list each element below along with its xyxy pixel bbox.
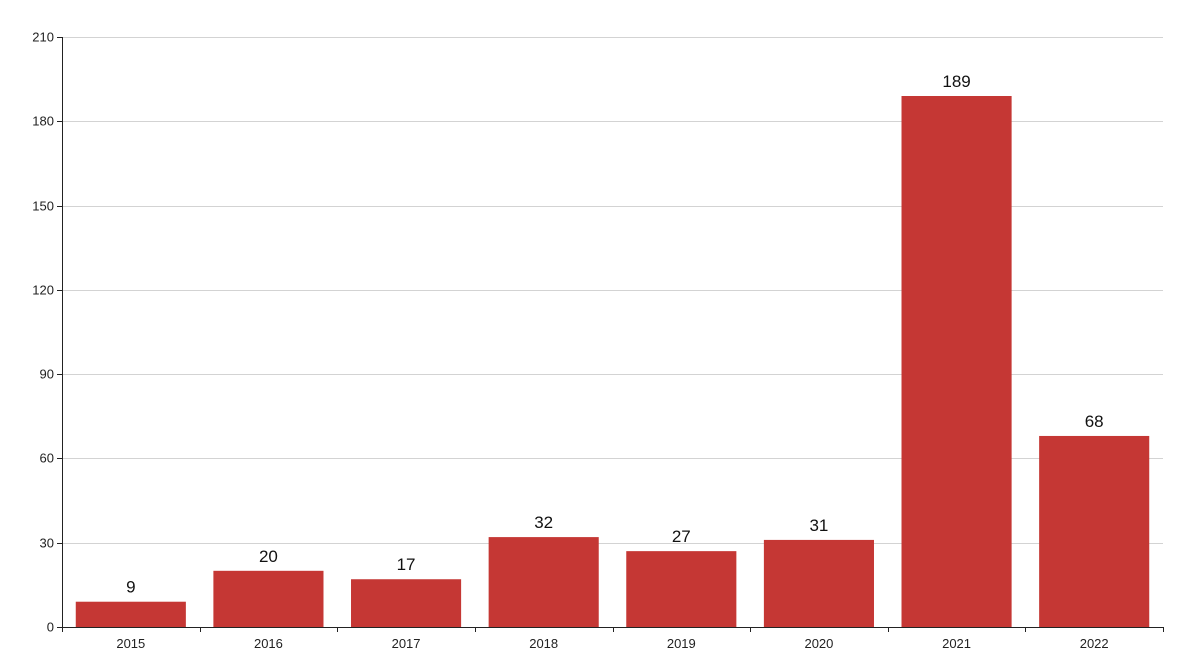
- bar-2019: [626, 551, 737, 627]
- bar-2022: [1039, 435, 1150, 627]
- value-label-2020: 31: [809, 516, 828, 535]
- bar-2021: [901, 96, 1012, 627]
- value-label-2021: 189: [942, 72, 970, 91]
- y-tick-label: 60: [40, 451, 54, 466]
- value-label-2019: 27: [672, 527, 691, 546]
- value-label-2016: 20: [259, 547, 278, 566]
- x-tick-label-2019: 2019: [667, 636, 696, 651]
- x-axis-ticks: 2015 2016 2017 2018 2019 2020 2021 2022: [62, 627, 1164, 651]
- x-tick-label-2018: 2018: [529, 636, 558, 651]
- bar-2015: [75, 601, 186, 627]
- data-labels: 9 20 17 32 27 31 189 68: [126, 72, 1104, 597]
- value-label-2015: 9: [126, 578, 135, 597]
- y-tick-label: 0: [47, 620, 54, 635]
- x-tick-label-2016: 2016: [254, 636, 283, 651]
- y-tick-label: 180: [32, 114, 54, 129]
- value-label-2018: 32: [534, 513, 553, 532]
- x-tick-label-2015: 2015: [116, 636, 145, 651]
- x-tick-label-2021: 2021: [942, 636, 971, 651]
- value-label-2017: 17: [397, 555, 416, 574]
- x-tick-label-2022: 2022: [1080, 636, 1109, 651]
- y-axis-ticks: 0 30 60 90 120 150 180 210: [32, 30, 62, 635]
- value-label-2022: 68: [1085, 412, 1104, 431]
- axes: [62, 37, 1163, 628]
- y-tick-label: 90: [40, 367, 54, 382]
- y-tick-label: 120: [32, 283, 54, 298]
- x-tick-label-2017: 2017: [392, 636, 421, 651]
- bar-2016: [213, 570, 324, 627]
- bar-2018: [488, 537, 599, 627]
- y-tick-label: 210: [32, 30, 54, 45]
- bars: [75, 96, 1150, 627]
- gridlines: [62, 37, 1163, 544]
- y-tick-label: 30: [40, 536, 54, 551]
- bar-2017: [351, 579, 462, 627]
- bar-2020: [763, 539, 874, 627]
- y-tick-label: 150: [32, 199, 54, 214]
- x-tick-label-2020: 2020: [804, 636, 833, 651]
